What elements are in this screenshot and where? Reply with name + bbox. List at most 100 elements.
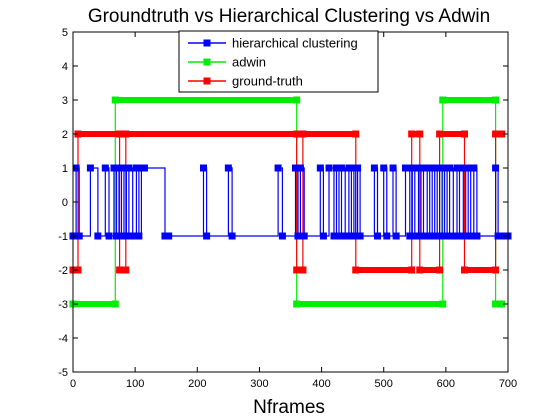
data-point [462,232,470,240]
data-point [330,232,338,240]
data-point [300,232,308,240]
data-point [408,164,416,172]
x-axis-label: Nframes [253,397,325,418]
x-tick-label: 300 [250,378,268,390]
data-point [332,164,340,172]
data-point [436,164,444,172]
y-tick-label: -1 [58,231,68,243]
data-point [125,164,133,172]
y-tick-label: -2 [58,265,68,277]
data-point [426,164,434,172]
data-point [449,232,457,240]
data-point [415,164,423,172]
legend-marker [203,77,211,85]
data-point [115,164,123,172]
data-point [113,232,120,240]
data-point [441,164,449,172]
ticks-layer: 0 100 200 300 400 500 600 700 -5 -4 -3 -2 -1 0 1 2 3 4 5 [58,27,517,390]
y-tick-label: 4 [62,61,68,73]
legend-label: ground-truth [232,74,303,89]
data-point [117,232,125,240]
legend-label: adwin [232,55,266,70]
x-tick-label: 400 [312,378,330,390]
data-point [417,232,425,240]
data-point [433,232,441,240]
data-point [389,164,397,172]
x-tick-label: 500 [375,378,393,390]
data-point [274,164,282,172]
data-point [438,232,446,240]
data-point [296,164,304,172]
data-point [278,232,286,240]
legend-items: hierarchical clustering adwin ground-truth [188,36,358,89]
y-tick-label: -3 [58,299,68,311]
data-point [294,232,302,240]
data-point [467,232,475,240]
data-point [335,232,343,240]
chart-title: Groundtruth vs Hierarchical Clustering v… [88,6,490,27]
data-point [341,232,349,240]
data-point [443,232,451,240]
legend-item: ground-truth [188,74,303,89]
data-point [411,232,419,240]
legend-item: adwin [188,55,266,70]
data-point [228,232,236,240]
data-point [431,164,439,172]
data-point [101,164,109,172]
data-point [383,232,391,240]
x-tick-label: 700 [499,378,517,390]
data-point [105,232,113,240]
data-point [319,232,327,240]
data-point [350,164,358,172]
legend-marker [203,58,211,66]
data-point [94,232,102,240]
legend-marker [203,39,211,47]
data-point [459,164,467,172]
data-point [110,164,118,172]
y-tick-label: 1 [62,163,68,175]
data-point [325,164,333,172]
y-tick-label: -4 [58,333,68,345]
data-point [86,164,94,172]
data-point [122,232,130,240]
data-point [401,164,409,172]
data-point [132,164,140,172]
y-tick-label: -5 [58,367,68,379]
legend-item: hierarchical clustering [188,36,358,51]
data-point [224,164,232,172]
data-point [473,232,481,240]
legend: hierarchical clustering adwin ground-truth [178,30,379,93]
data-point [352,232,360,240]
data-point [406,232,414,240]
data-point [456,232,464,240]
legend-label: hierarchical clustering [232,36,358,51]
data-point [135,232,143,240]
data-point [354,164,362,172]
data-point [374,232,381,240]
x-tick-label: 0 [70,378,76,390]
x-tick-label: 100 [126,378,144,390]
y-tick-label: 5 [62,27,68,39]
data-point [120,164,128,172]
y-tick-label: 2 [62,129,68,141]
data-point [337,164,345,172]
data-point [464,164,472,172]
data-point [492,164,500,172]
data-point [316,164,324,172]
data-point [75,232,83,240]
data-point [419,164,427,172]
data-point [356,232,364,240]
data-point [428,232,436,240]
data-point [370,164,378,172]
y-tick-label: 0 [62,197,68,209]
data-point [203,232,211,240]
data-point [345,164,353,172]
x-tick-label: 200 [188,378,206,390]
data-point [347,232,355,240]
data-point [129,232,137,240]
data-point [470,164,478,172]
data-point [380,164,388,172]
data-point [392,232,400,240]
series-hierarchical-clustering [69,164,512,240]
